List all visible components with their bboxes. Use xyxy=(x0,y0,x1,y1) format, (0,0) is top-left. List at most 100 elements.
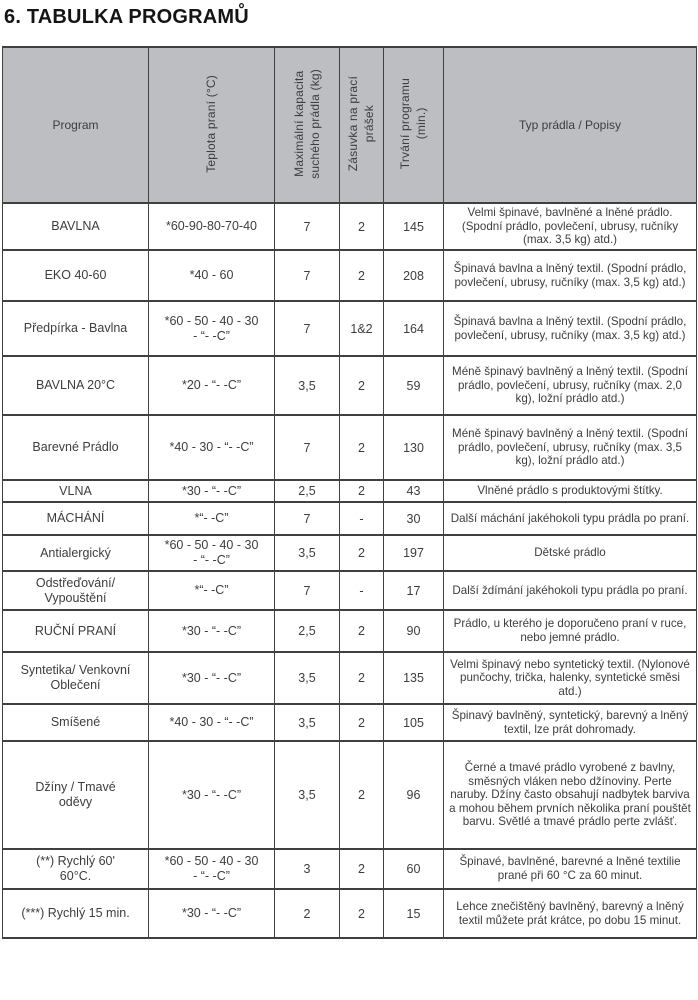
table-row: Syntetika/ Venkovní Oblečení *30 - “- -C… xyxy=(2,651,697,705)
program-name-cell: VLNA xyxy=(2,479,149,503)
duration-cell: 130 xyxy=(383,414,444,481)
table-row: Smíšené *40 - 30 - “- -C” 3,5 2 105 Špin… xyxy=(2,703,697,742)
wash-temperature-cell: *30 - “- -C” xyxy=(148,609,275,653)
duration-cell: 197 xyxy=(383,534,444,572)
table-body: BAVLNA *60-90-80-70-40 7 2 145 Velmi špi… xyxy=(2,202,697,939)
program-name-cell: (**) Rychlý 60' 60°C. xyxy=(2,848,149,890)
max-capacity-cell: 3,5 xyxy=(274,355,340,416)
col-header-detergent-drawer-label: Zásuvka na prací prášek xyxy=(346,75,377,172)
detergent-drawer-cell: 2 xyxy=(339,249,384,302)
detergent-drawer-cell: 2 xyxy=(339,609,384,653)
wash-temperature-cell: *60 - 50 - 40 - 30 - “- -C” xyxy=(148,848,275,890)
duration-cell: 208 xyxy=(383,249,444,302)
col-header-detergent-drawer: Zásuvka na prací prášek xyxy=(339,46,384,204)
detergent-drawer-cell: 2 xyxy=(339,651,384,705)
laundry-type-description-cell: Další máchání jakéhokoli typu prádla po … xyxy=(443,501,697,536)
program-name-cell: BAVLNA xyxy=(2,202,149,251)
laundry-type-description-cell: Špinavé, bavlněné, barevné a lněné texti… xyxy=(443,848,697,890)
program-name-cell: MÁCHÁNÍ xyxy=(2,501,149,536)
detergent-drawer-cell: 2 xyxy=(339,888,384,939)
col-header-program-duration: Trvání programu (min.) xyxy=(383,46,444,204)
table-row: Odstřeďování/ Vypouštění *“- -C” 7 - 17 … xyxy=(2,570,697,611)
duration-cell: 145 xyxy=(383,202,444,251)
program-name-cell: EKO 40-60 xyxy=(2,249,149,302)
program-name-cell: Antialergický xyxy=(2,534,149,572)
max-capacity-cell: 2 xyxy=(274,888,340,939)
max-capacity-cell: 3,5 xyxy=(274,703,340,742)
detergent-drawer-cell: 1&2 xyxy=(339,300,384,357)
duration-cell: 59 xyxy=(383,355,444,416)
wash-temperature-cell: *30 - “- -C” xyxy=(148,740,275,850)
max-capacity-cell: 7 xyxy=(274,414,340,481)
wash-temperature-cell: *“- -C” xyxy=(148,570,275,611)
col-header-program-label: Program xyxy=(52,117,99,132)
wash-temperature-cell: *60-90-80-70-40 xyxy=(148,202,275,251)
table-row: (**) Rychlý 60' 60°C. *60 - 50 - 40 - 30… xyxy=(2,848,697,890)
table-row: (***) Rychlý 15 min. *30 - “- -C” 2 2 15… xyxy=(2,888,697,939)
col-header-wash-temperature: Teplota praní (°C) xyxy=(148,46,275,204)
wash-temperature-cell: *20 - “- -C” xyxy=(148,355,275,416)
detergent-drawer-cell: 2 xyxy=(339,355,384,416)
detergent-drawer-cell: 2 xyxy=(339,848,384,890)
program-name-cell: (***) Rychlý 15 min. xyxy=(2,888,149,939)
table-row: RUČNÍ PRANÍ *30 - “- -C” 2,5 2 90 Prádlo… xyxy=(2,609,697,653)
laundry-type-description-cell: Špinavý bavlněný, syntetický, barevný a … xyxy=(443,703,697,742)
page-title: 6. TABULKA PROGRAMŮ xyxy=(4,6,249,28)
max-capacity-cell: 3,5 xyxy=(274,534,340,572)
duration-cell: 43 xyxy=(383,479,444,503)
laundry-type-description-cell: Špinavá bavlna a lněný textil. (Spodní p… xyxy=(443,249,697,302)
program-name-cell: Smíšené xyxy=(2,703,149,742)
duration-cell: 30 xyxy=(383,501,444,536)
table-row: BAVLNA 20°C *20 - “- -C” 3,5 2 59 Méně š… xyxy=(2,355,697,416)
wash-temperature-cell: *“- -C” xyxy=(148,501,275,536)
max-capacity-cell: 7 xyxy=(274,501,340,536)
detergent-drawer-cell: - xyxy=(339,501,384,536)
laundry-type-description-cell: Další ždímání jakéhokoli typu prádla po … xyxy=(443,570,697,611)
detergent-drawer-cell: 2 xyxy=(339,414,384,481)
laundry-type-description-cell: Lehce znečištěný bavlněný, barevný a lně… xyxy=(443,888,697,939)
table-row: Džíny / Tmavé oděvy *30 - “- -C” 3,5 2 9… xyxy=(2,740,697,850)
max-capacity-cell: 7 xyxy=(274,300,340,357)
program-name-cell: Barevné Prádlo xyxy=(2,414,149,481)
col-header-laundry-type-label: Typ prádla / Popisy xyxy=(518,117,622,132)
program-name-cell: Džíny / Tmavé oděvy xyxy=(2,740,149,850)
table-row: Barevné Prádlo *40 - 30 - “- -C” 7 2 130… xyxy=(2,414,697,481)
max-capacity-cell: 7 xyxy=(274,202,340,251)
detergent-drawer-cell: 2 xyxy=(339,740,384,850)
max-capacity-cell: 2,5 xyxy=(274,609,340,653)
duration-cell: 90 xyxy=(383,609,444,653)
wash-temperature-cell: *30 - “- -C” xyxy=(148,479,275,503)
program-name-cell: Odstřeďování/ Vypouštění xyxy=(2,570,149,611)
wash-temperature-cell: *40 - 30 - “- -C” xyxy=(148,703,275,742)
laundry-type-description-cell: Méně špinavý bavlněný a lněný textil. (S… xyxy=(443,414,697,481)
laundry-type-description-cell: Velmi špinavé, bavlněné a lněné prádlo. … xyxy=(443,202,697,251)
program-name-cell: BAVLNA 20°C xyxy=(2,355,149,416)
detergent-drawer-cell: 2 xyxy=(339,534,384,572)
col-header-wash-temperature-label: Teplota praní (°C) xyxy=(204,74,219,173)
program-name-cell: Předpírka - Bavlna xyxy=(2,300,149,357)
wash-temperature-cell: *30 - “- -C” xyxy=(148,888,275,939)
table-row: Antialergický *60 - 50 - 40 - 30 - “- -C… xyxy=(2,534,697,572)
laundry-type-description-cell: Prádlo, u kterého je doporučeno praní v … xyxy=(443,609,697,653)
wash-temperature-cell: *40 - 60 xyxy=(148,249,275,302)
program-name-cell: RUČNÍ PRANÍ xyxy=(2,609,149,653)
manual-page: 6. TABULKA PROGRAMŮ Program Teplota pran… xyxy=(2,6,697,939)
laundry-type-description-cell: Černé a tmavé prádlo vyrobené z bavlny, … xyxy=(443,740,697,850)
max-capacity-cell: 7 xyxy=(274,570,340,611)
max-capacity-cell: 7 xyxy=(274,249,340,302)
col-header-max-dry-capacity: Maximální kapacita suchého prádla (kg) xyxy=(274,46,340,204)
duration-cell: 135 xyxy=(383,651,444,705)
detergent-drawer-cell: 2 xyxy=(339,479,384,503)
duration-cell: 60 xyxy=(383,848,444,890)
laundry-type-description-cell: Méně špinavý bavlněný a lněný textil. (S… xyxy=(443,355,697,416)
table-row: MÁCHÁNÍ *“- -C” 7 - 30 Další máchání jak… xyxy=(2,501,697,536)
laundry-type-description-cell: Špinavá bavlna a lněný textil. (Spodní p… xyxy=(443,300,697,357)
laundry-type-description-cell: Dětské prádlo xyxy=(443,534,697,572)
laundry-type-description-cell: Velmi špinavý nebo syntetický textil. (N… xyxy=(443,651,697,705)
duration-cell: 17 xyxy=(383,570,444,611)
duration-cell: 164 xyxy=(383,300,444,357)
col-header-max-dry-capacity-label: Maximální kapacita suchého prádla (kg) xyxy=(291,68,322,179)
duration-cell: 96 xyxy=(383,740,444,850)
duration-cell: 105 xyxy=(383,703,444,742)
program-name-cell: Syntetika/ Venkovní Oblečení xyxy=(2,651,149,705)
